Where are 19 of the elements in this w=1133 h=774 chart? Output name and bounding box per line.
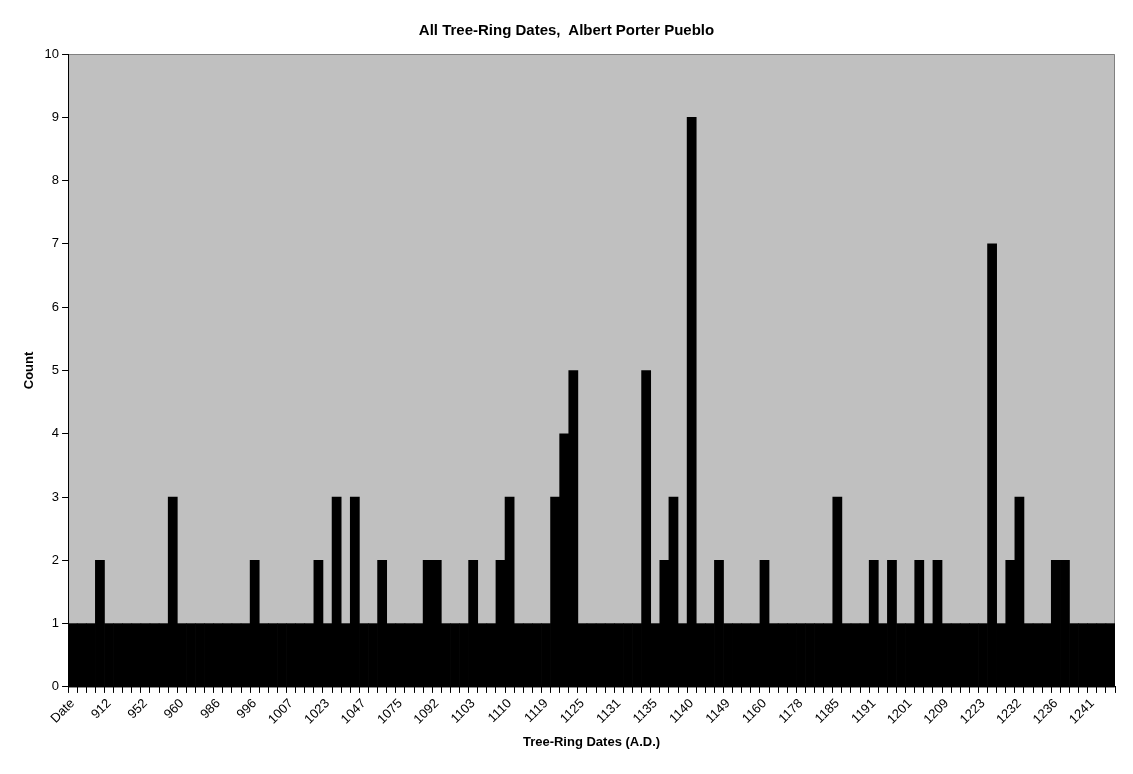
y-tick-label: 0 xyxy=(51,678,60,694)
chart-title: All Tree-Ring Dates, Albert Porter Pueblo xyxy=(418,21,715,39)
y-tick-label: 5 xyxy=(51,362,60,378)
y-tick-label: 3 xyxy=(51,488,60,504)
x-tick-label: 912 xyxy=(87,695,114,722)
y-tick-label: 2 xyxy=(51,551,60,567)
x-tick-label: 996 xyxy=(233,695,260,722)
y-tick-label: 9 xyxy=(51,108,60,124)
y-tick-label: 4 xyxy=(51,425,60,441)
y-tick-label: 10 xyxy=(44,45,60,61)
y-axis-title: Count xyxy=(21,351,37,390)
x-tick-label: 960 xyxy=(160,695,187,722)
y-tick-label: 7 xyxy=(51,235,60,251)
x-tick-label: 986 xyxy=(196,695,223,722)
y-tick-label: 6 xyxy=(51,298,60,314)
x-axis-title: Tree-Ring Dates (A.D.) xyxy=(522,733,661,749)
y-tick-label: 8 xyxy=(51,172,60,188)
y-tick-label: 1 xyxy=(51,615,60,631)
x-tick-label: 952 xyxy=(124,695,151,722)
